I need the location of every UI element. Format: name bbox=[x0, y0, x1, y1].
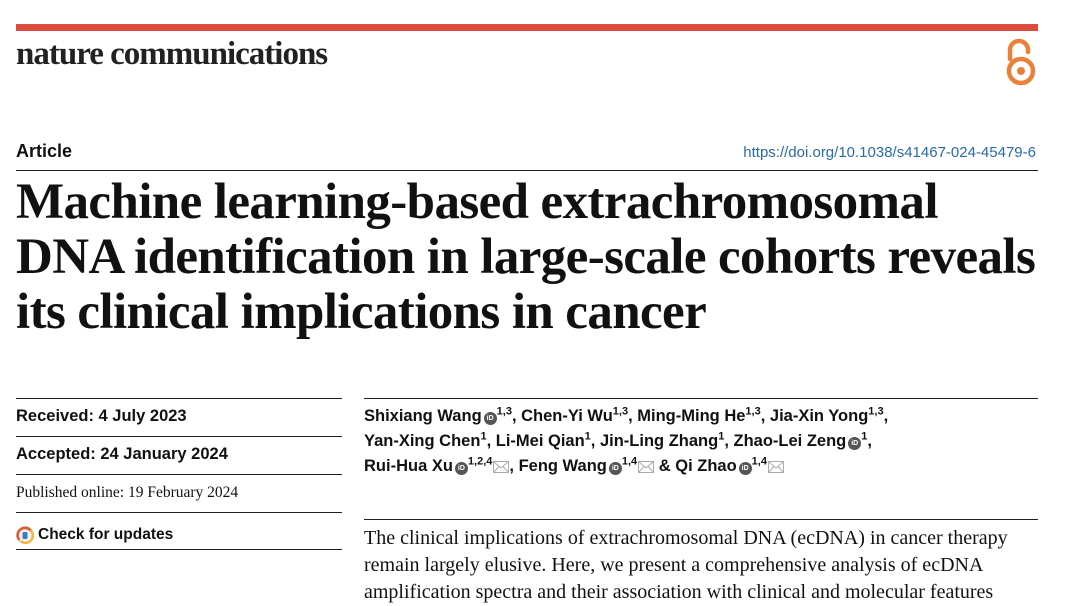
received-date: Received: 4 July 2023 bbox=[16, 398, 342, 436]
author-item: Jin-Ling Zhang1 bbox=[599, 430, 725, 450]
orcid-icon[interactable]: iD bbox=[848, 437, 862, 450]
author-item: Jia-Xin Yong1,3 bbox=[769, 405, 884, 425]
author-name[interactable]: Rui-Hua Xu bbox=[364, 457, 453, 475]
orcid-icon[interactable]: iD bbox=[454, 462, 468, 475]
dates-sidebar: Received: 4 July 2023 Accepted: 24 Janua… bbox=[16, 398, 342, 550]
accepted-date: Accepted: 24 January 2024 bbox=[16, 436, 342, 474]
article-type-label: Article bbox=[16, 141, 73, 161]
published-date: Published online: 19 February 2024 bbox=[16, 474, 342, 512]
author-item: Yan-Xing Chen1 bbox=[364, 430, 487, 450]
check-updates-icon bbox=[16, 526, 34, 544]
author-item: Qi Zhao iD1,4 bbox=[675, 455, 784, 475]
affiliation-superscript: 1,3 bbox=[868, 405, 884, 418]
affiliation-superscript: 1 bbox=[584, 430, 591, 443]
open-access-icon bbox=[1006, 38, 1036, 86]
author-item: Li-Mei Qian1 bbox=[495, 430, 591, 450]
author-name[interactable]: Shixiang Wang bbox=[364, 407, 482, 425]
header-divider bbox=[16, 170, 1038, 171]
article-title: Machine learning-based extrachromosomal … bbox=[16, 174, 1036, 340]
abstract-text: The clinical implications of extrachromo… bbox=[364, 527, 1008, 603]
affiliation-superscript: 1,3 bbox=[745, 405, 761, 418]
author-item: Chen-Yi Wu1,3 bbox=[521, 405, 629, 425]
abstract-divider bbox=[364, 519, 1038, 520]
author-list: Shixiang Wang iD1,3, Chen-Yi Wu1,3, Ming-… bbox=[364, 405, 889, 475]
author-name[interactable]: Zhao-Lei Zeng bbox=[733, 432, 847, 450]
author-name[interactable]: Jin-Ling Zhang bbox=[599, 432, 719, 450]
doi-link[interactable]: https://doi.org/10.1038/s41467-024-45479… bbox=[743, 144, 1036, 161]
author-item: Feng Wang iD1,4 bbox=[518, 455, 655, 475]
author-item: Zhao-Lei Zeng iD1 bbox=[733, 430, 868, 450]
mail-icon[interactable] bbox=[493, 461, 510, 473]
affiliation-superscript: 1,3 bbox=[612, 405, 629, 418]
author-name[interactable]: Feng Wang bbox=[518, 457, 607, 475]
author-name[interactable]: Qi Zhao bbox=[675, 457, 737, 475]
header-accent-bar bbox=[16, 24, 1038, 31]
affiliation-superscript: 1 bbox=[861, 430, 868, 443]
author-name[interactable]: Yan-Xing Chen bbox=[364, 432, 481, 450]
author-item: Ming-Ming He1,3 bbox=[637, 405, 761, 425]
author-name[interactable]: Ming-Ming He bbox=[637, 407, 746, 425]
journal-logo[interactable]: nature communications bbox=[16, 36, 328, 72]
author-name[interactable]: Li-Mei Qian bbox=[495, 432, 585, 450]
author-name[interactable]: Jia-Xin Yong bbox=[769, 407, 869, 425]
mail-icon[interactable] bbox=[638, 461, 655, 473]
affiliation-superscript: 1,4 bbox=[751, 455, 767, 468]
check-updates-label: Check for updates bbox=[38, 526, 174, 543]
affiliation-superscript: 1,3 bbox=[496, 405, 512, 418]
affiliation-superscript: 1 bbox=[480, 430, 487, 443]
affiliation-superscript: 1,4 bbox=[621, 455, 638, 468]
author-item: Shixiang Wang iD1,3 bbox=[364, 405, 512, 425]
affiliation-superscript: 1,2,4 bbox=[467, 455, 493, 468]
author-item: Rui-Hua Xu iD1,2,4 bbox=[364, 455, 510, 475]
orcid-icon[interactable]: iD bbox=[483, 412, 497, 425]
authors-divider bbox=[364, 398, 1038, 399]
mail-icon[interactable] bbox=[767, 461, 784, 473]
author-name[interactable]: Chen-Yi Wu bbox=[521, 407, 613, 425]
check-updates-button[interactable]: Check for updates bbox=[16, 512, 342, 550]
orcid-icon[interactable]: iD bbox=[608, 462, 622, 475]
affiliation-superscript: 1 bbox=[718, 430, 725, 443]
orcid-icon[interactable]: iD bbox=[738, 462, 752, 475]
